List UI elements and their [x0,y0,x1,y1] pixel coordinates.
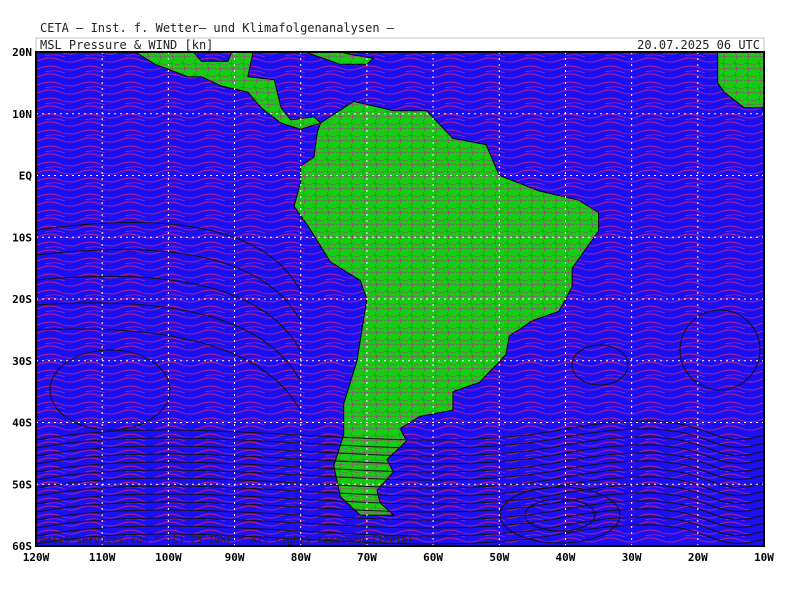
land-texture [135,52,321,130]
isobar [36,516,764,537]
latitude-label: 10S [12,231,32,244]
longitude-label: 50W [489,551,509,564]
latitude-label: 60S [12,540,32,553]
isobar [571,344,629,386]
longitude-label: 90W [225,551,245,564]
latitude-label: EQ [19,170,33,183]
longitude-label: 110W [89,551,116,564]
isobar [36,436,764,457]
isobar [36,460,764,481]
isobar [36,468,764,489]
land-texture [717,52,764,108]
land-texture [305,52,374,65]
land [134,52,764,516]
isobar [36,428,764,449]
isobar [36,524,764,545]
longitude-label: 20W [688,551,708,564]
longitude-label: 60W [423,551,443,564]
isobar [36,452,764,473]
isobar [36,222,301,291]
map-area [36,52,764,546]
latitude-label: 50S [12,478,32,491]
institute: CETA – Inst. f. Wetter– und Klimafolgena… [40,21,395,35]
isobar [679,309,761,391]
longitude-label: 120W [23,551,50,564]
isobar [49,349,171,431]
isobar [36,302,301,381]
isobar [36,508,764,529]
map-title: MSL_Pressure_&_WIND [kn] [40,38,213,52]
isobar [36,500,764,521]
longitude-label: 10W [754,551,774,564]
isobar [36,249,301,321]
valid-time: 20.07.2025 06 UTC [637,38,760,52]
isobar [36,420,764,441]
latitude-label: 10N [12,108,32,121]
graticule [36,52,764,546]
map-frame [35,51,765,547]
land-texture [294,101,599,516]
isobar [36,444,764,465]
isobar [36,492,764,513]
isobar [499,486,621,544]
latitude-label: 40S [12,417,32,430]
longitude-label: 30W [622,551,642,564]
longitude-label: 80W [291,551,311,564]
latitude-label: 30S [12,355,32,368]
longitude-label: 70W [357,551,377,564]
isobar [36,275,301,351]
credit: meteo-services.com * (C) 25 IWKF * All r… [40,535,413,546]
latitude-label: 20S [12,293,32,306]
isobars [36,222,764,545]
longitude-label: 40W [556,551,576,564]
isobar [524,498,596,532]
latitude-label: 20N [12,46,32,59]
isobar [36,328,301,411]
longitude-label: 100W [155,551,182,564]
isobar [36,476,764,497]
